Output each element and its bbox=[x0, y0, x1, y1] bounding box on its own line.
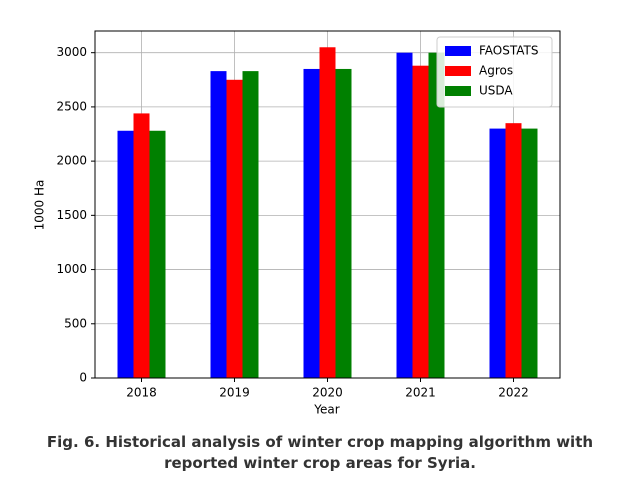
y-tick-label: 0 bbox=[79, 371, 87, 385]
x-tick-label: 2022 bbox=[498, 386, 529, 400]
y-tick-label: 2500 bbox=[56, 99, 87, 113]
bar bbox=[489, 128, 506, 378]
y-tick-label: 3000 bbox=[56, 45, 87, 59]
legend-swatch bbox=[445, 46, 471, 56]
bar bbox=[149, 130, 166, 378]
caption: Fig. 6. Historical analysis of winter cr… bbox=[46, 433, 594, 472]
bar bbox=[319, 47, 336, 378]
x-tick-label: 2019 bbox=[219, 386, 250, 400]
bar bbox=[226, 79, 243, 378]
bar bbox=[303, 68, 320, 378]
x-tick-label: 2021 bbox=[405, 386, 436, 400]
bar bbox=[412, 65, 429, 378]
x-tick-label: 2018 bbox=[126, 386, 157, 400]
bar bbox=[133, 113, 150, 378]
bar bbox=[210, 71, 227, 378]
plot-frame bbox=[94, 30, 561, 379]
y-tick-label: 1500 bbox=[56, 208, 87, 222]
y-tick-label: 500 bbox=[64, 316, 87, 330]
bar bbox=[521, 128, 538, 378]
bar bbox=[335, 68, 352, 378]
x-tick-label: 2020 bbox=[312, 386, 343, 400]
legend-swatch bbox=[445, 66, 471, 76]
y-axis-label: 1000 Ha bbox=[33, 180, 47, 231]
legend-label: Agros bbox=[479, 64, 513, 78]
x-axis-label: Year bbox=[313, 403, 339, 417]
chart: Year 1000 Ha 0 500 1000 1500 2000 2500 3000 201… bbox=[33, 30, 561, 417]
y-tick-label: 2000 bbox=[56, 154, 87, 168]
y-tick-label: 1000 bbox=[56, 262, 87, 276]
bar bbox=[505, 123, 522, 378]
bar bbox=[428, 52, 445, 378]
legend-swatch bbox=[445, 86, 471, 96]
legend-label: USDA bbox=[479, 84, 513, 98]
bar bbox=[117, 130, 134, 378]
bar bbox=[242, 71, 259, 378]
legend-label: FAOSTATS bbox=[479, 44, 538, 58]
bar bbox=[396, 52, 413, 378]
